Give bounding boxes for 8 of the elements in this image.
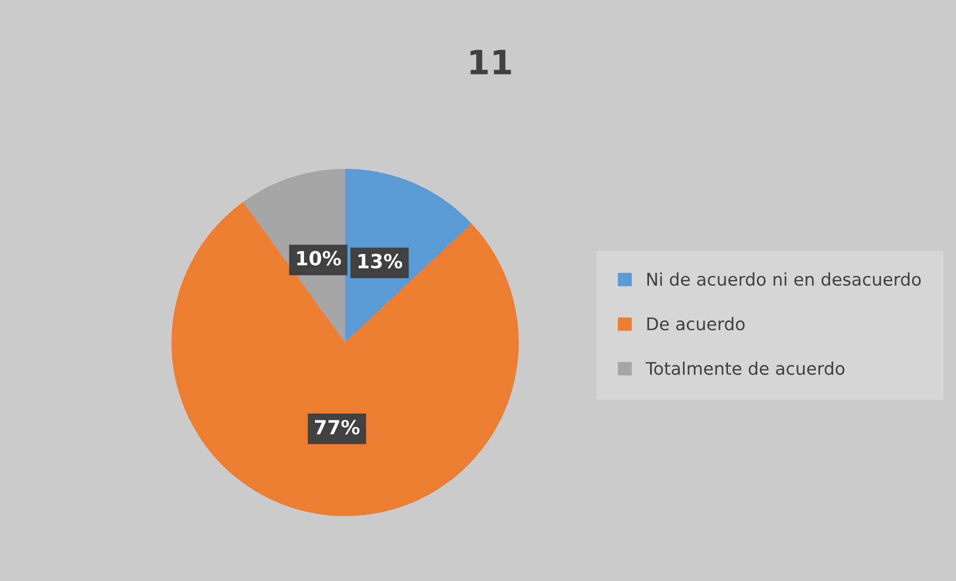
data-label: 77% [314,420,360,435]
data-label: 10% [297,250,341,266]
legend-label: Totalmente de acuerdo [646,362,844,375]
data-label: 13% [358,254,402,268]
legend-label: De acuerdo [647,316,745,330]
chart-title: 11 [470,50,511,74]
legend-label: Ni de acuerdo ni en desacuerdo [647,272,921,286]
pie-slice [172,202,519,516]
